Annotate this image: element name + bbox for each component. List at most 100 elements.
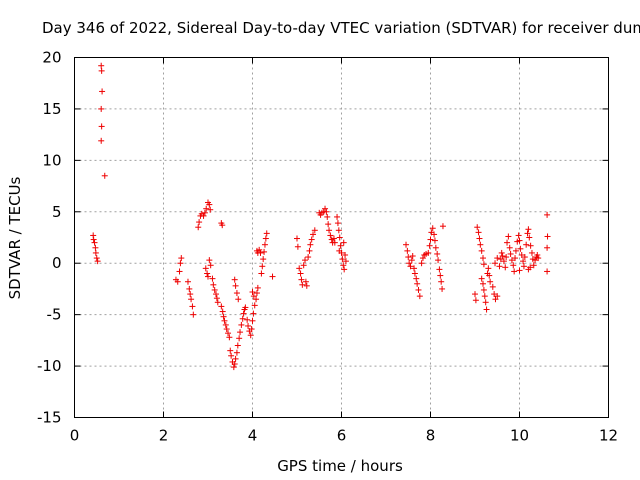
data-point bbox=[408, 257, 415, 264]
data-point bbox=[486, 272, 493, 279]
data-point bbox=[496, 263, 503, 270]
data-point bbox=[189, 303, 196, 310]
data-point bbox=[331, 239, 338, 246]
data-point bbox=[232, 355, 239, 362]
data-point bbox=[203, 205, 210, 212]
data-point bbox=[478, 275, 485, 282]
data-point bbox=[195, 224, 202, 231]
data-point bbox=[480, 280, 487, 287]
data-point bbox=[269, 273, 276, 280]
data-point bbox=[218, 303, 225, 310]
data-point bbox=[251, 302, 258, 309]
data-point bbox=[405, 254, 412, 261]
data-point bbox=[214, 299, 221, 306]
data-point bbox=[511, 268, 518, 275]
x-tick-label: 0 bbox=[70, 427, 80, 445]
data-point bbox=[307, 241, 314, 248]
data-point bbox=[305, 254, 312, 261]
y-tick-label: -10 bbox=[37, 357, 62, 375]
data-point bbox=[219, 308, 226, 315]
data-point bbox=[487, 278, 494, 285]
data-point bbox=[232, 282, 239, 289]
data-point bbox=[416, 293, 423, 300]
data-point bbox=[528, 249, 535, 256]
data-point bbox=[204, 270, 211, 277]
data-point bbox=[306, 247, 313, 254]
data-point bbox=[297, 270, 304, 277]
data-point bbox=[239, 315, 246, 322]
data-point bbox=[222, 321, 229, 328]
data-point bbox=[337, 242, 344, 249]
data-point bbox=[510, 262, 517, 269]
data-point bbox=[262, 235, 269, 242]
data-point bbox=[98, 67, 105, 74]
data-point bbox=[323, 208, 330, 215]
data-point bbox=[524, 230, 531, 237]
data-point bbox=[427, 236, 434, 243]
data-point bbox=[325, 221, 332, 228]
data-point bbox=[535, 255, 542, 262]
data-point bbox=[512, 255, 519, 262]
data-point bbox=[512, 247, 519, 254]
data-point bbox=[101, 172, 108, 179]
data-point bbox=[240, 310, 247, 317]
data-point bbox=[544, 211, 551, 218]
data-point bbox=[330, 235, 337, 242]
data-point bbox=[91, 239, 98, 246]
data-point bbox=[238, 321, 245, 328]
data-point bbox=[228, 352, 235, 359]
data-point bbox=[472, 297, 479, 304]
y-axis-label: SDTVAR / TECUs bbox=[6, 176, 24, 299]
data-point bbox=[233, 290, 240, 297]
chart-title: Day 346 of 2022, Sidereal Day-to-day VTE… bbox=[42, 19, 640, 37]
data-point bbox=[98, 62, 105, 69]
data-point bbox=[482, 299, 489, 306]
data-point bbox=[404, 247, 411, 254]
data-point bbox=[508, 257, 515, 264]
data-point bbox=[439, 223, 446, 230]
data-point bbox=[339, 256, 346, 263]
data-point bbox=[294, 243, 301, 250]
data-point bbox=[497, 256, 504, 263]
data-point bbox=[415, 286, 422, 293]
data-point bbox=[207, 206, 214, 213]
x-tick-label: 2 bbox=[159, 427, 169, 445]
data-point bbox=[256, 246, 263, 253]
data-point bbox=[340, 262, 347, 269]
data-point bbox=[502, 264, 509, 271]
data-point bbox=[406, 260, 413, 267]
data-point bbox=[409, 253, 416, 260]
data-point bbox=[498, 249, 505, 256]
data-point bbox=[242, 304, 249, 311]
data-point bbox=[480, 261, 487, 268]
data-point bbox=[227, 347, 234, 354]
data-point bbox=[263, 230, 270, 237]
data-point bbox=[480, 255, 487, 262]
data-point bbox=[98, 137, 105, 144]
data-point bbox=[431, 231, 438, 238]
data-point bbox=[407, 263, 414, 270]
data-point bbox=[326, 227, 333, 234]
data-point bbox=[302, 278, 309, 285]
data-point bbox=[303, 282, 310, 289]
data-point bbox=[99, 88, 106, 95]
data-point bbox=[426, 242, 433, 249]
data-point bbox=[205, 273, 211, 280]
data-point bbox=[419, 255, 426, 262]
data-point bbox=[223, 326, 230, 333]
data-point bbox=[98, 123, 105, 130]
data-point bbox=[178, 255, 185, 262]
data-point bbox=[92, 244, 99, 251]
data-point bbox=[244, 316, 251, 323]
data-point bbox=[411, 270, 418, 277]
data-point bbox=[235, 296, 242, 303]
y-tick-label: -15 bbox=[37, 409, 62, 427]
data-point bbox=[177, 260, 184, 267]
data-point bbox=[294, 235, 300, 242]
data-point bbox=[544, 233, 551, 240]
data-point bbox=[492, 296, 499, 303]
data-point bbox=[521, 254, 528, 261]
data-point bbox=[432, 244, 439, 251]
data-point bbox=[94, 258, 101, 265]
